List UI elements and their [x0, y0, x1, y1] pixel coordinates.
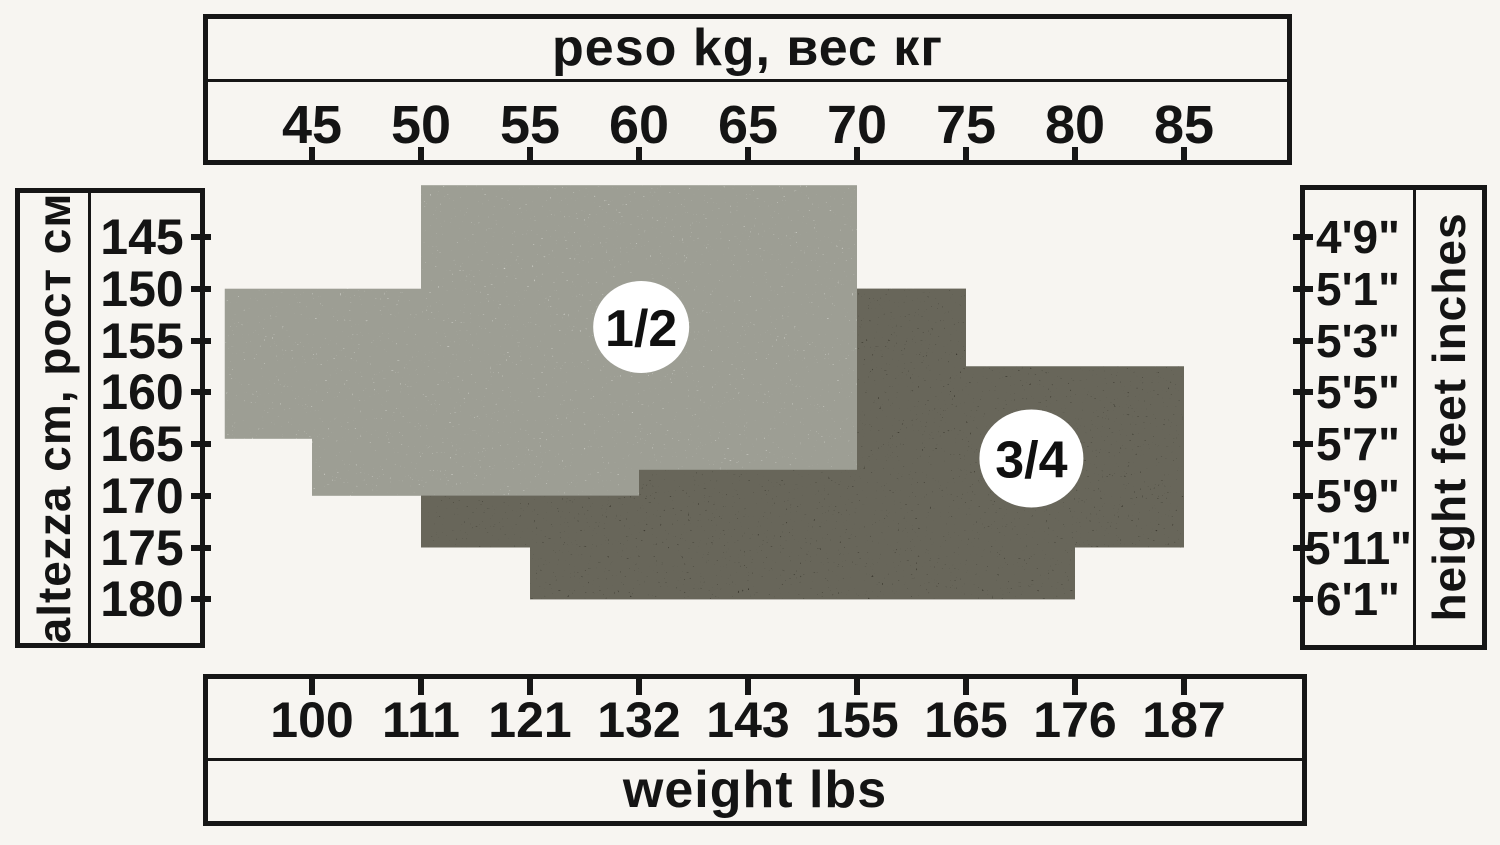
kg-tick-label: 45: [281, 95, 343, 155]
cm-tick-label: 175: [100, 519, 184, 576]
kg-tick-mark: [1181, 147, 1187, 162]
kg-tick-label: 60: [608, 95, 670, 155]
cm-tick-mark: [191, 492, 211, 499]
cm-tick-mark: [191, 337, 211, 344]
kg-tick-mark: [1072, 147, 1078, 162]
height-tick-label: 5'9": [1316, 469, 1400, 522]
kg-axis-box: peso kg, вес кг: [203, 14, 1292, 165]
kg-tick-label: 55: [499, 95, 561, 155]
height-tick-mark: [1293, 441, 1313, 447]
kg-axis-title: peso kg, вес кг: [552, 19, 943, 77]
height-tick-label: 6'1": [1316, 573, 1400, 626]
cm-axis-box: [15, 188, 205, 648]
kg-tick-label: 70: [826, 95, 888, 155]
lbs-axis-box: weight lbs: [203, 674, 1307, 826]
size-label-circle-3-4: [979, 409, 1084, 508]
kg-tick-mark: [636, 147, 642, 162]
cm-tick-mark: [191, 441, 211, 447]
size-region-3-4: [421, 288, 1184, 600]
cm-tick-label: 150: [100, 260, 184, 317]
lbs-tick-mark: [309, 678, 315, 695]
cm-tick-label: 145: [100, 209, 184, 265]
height-tick-mark: [1293, 596, 1313, 603]
height-tick-mark: [1293, 285, 1313, 292]
size-region-1-2: [224, 185, 858, 496]
regions-layer: 1/2 3/4: [224, 185, 1184, 600]
height-tick-label: 5'5": [1316, 366, 1400, 419]
kg-tick-mark: [527, 147, 533, 162]
height-axis-title: height feet inches: [1423, 212, 1475, 622]
cm-tick-mark: [191, 544, 211, 551]
lbs-tick-label: 155: [815, 692, 899, 748]
height-tick-label: 5'11": [1305, 521, 1412, 574]
lbs-tick-mark: [854, 678, 860, 695]
lbs-tick-mark: [636, 678, 642, 695]
kg-tick-label: 65: [717, 95, 779, 155]
kg-tick-label: 85: [1153, 95, 1215, 155]
cm-tick-mark: [191, 389, 211, 396]
lbs-tick-label: 165: [924, 692, 1008, 748]
height-tick-mark: [1293, 337, 1313, 344]
cm-tick-mark: [191, 234, 211, 240]
height-tick-mark: [1293, 492, 1313, 499]
lbs-tick-label: 111: [382, 692, 460, 748]
cm-tick-label: 155: [100, 312, 184, 369]
kg-tick-label: 50: [390, 95, 452, 155]
lbs-tick-label: 121: [488, 692, 572, 748]
size-label-text-3-4: 3/4: [995, 431, 1067, 489]
cm-tick-mark: [191, 285, 211, 292]
lbs-tick-mark: [1072, 678, 1078, 695]
height-tick-label: 4'9": [1316, 211, 1400, 263]
kg-tick-mark: [745, 147, 751, 162]
cm-tick-label: 165: [100, 416, 184, 472]
height-axis-divider: [1413, 190, 1416, 645]
cm-tick-label: 170: [100, 467, 184, 524]
height-tick-mark: [1293, 544, 1313, 551]
lbs-axis-divider: [208, 758, 1302, 761]
cm-tick-label: 180: [100, 571, 184, 628]
lbs-axis-title: weight lbs: [622, 761, 888, 819]
lbs-tick-mark: [963, 678, 969, 695]
height-tick-mark: [1293, 389, 1313, 396]
height-axis-box: [1300, 185, 1487, 650]
height-tick-mark: [1293, 234, 1313, 240]
kg-tick-mark: [854, 147, 860, 162]
height-tick-label: 5'7": [1316, 418, 1400, 470]
lbs-tick-label: 143: [706, 692, 790, 748]
size-label-text-1-2: 1/2: [605, 300, 677, 358]
lbs-tick-label: 132: [597, 692, 681, 748]
cm-axis-title: altezza cm, рост см: [28, 192, 80, 644]
kg-tick-label: 75: [935, 95, 997, 155]
height-tick-label: 5'3": [1316, 314, 1400, 367]
height-tick-label: 5'1": [1316, 262, 1400, 315]
kg-tick-mark: [309, 147, 315, 162]
lbs-tick-mark: [527, 678, 533, 695]
lbs-tick-label: 176: [1033, 692, 1117, 748]
kg-tick-mark: [963, 147, 969, 162]
lbs-tick-mark: [1181, 678, 1187, 695]
lbs-tick-label: 100: [270, 692, 354, 748]
kg-axis-divider: [208, 79, 1287, 82]
kg-tick-label: 80: [1044, 95, 1106, 155]
cm-tick-mark: [191, 596, 211, 603]
lbs-tick-mark: [418, 678, 424, 695]
kg-tick-mark: [418, 147, 424, 162]
cm-axis-divider: [88, 193, 91, 643]
lbs-tick-label: 187: [1142, 692, 1226, 748]
cm-tick-label: 160: [100, 364, 184, 421]
lbs-tick-mark: [745, 678, 751, 695]
size-label-circle-1-2: [593, 281, 690, 374]
